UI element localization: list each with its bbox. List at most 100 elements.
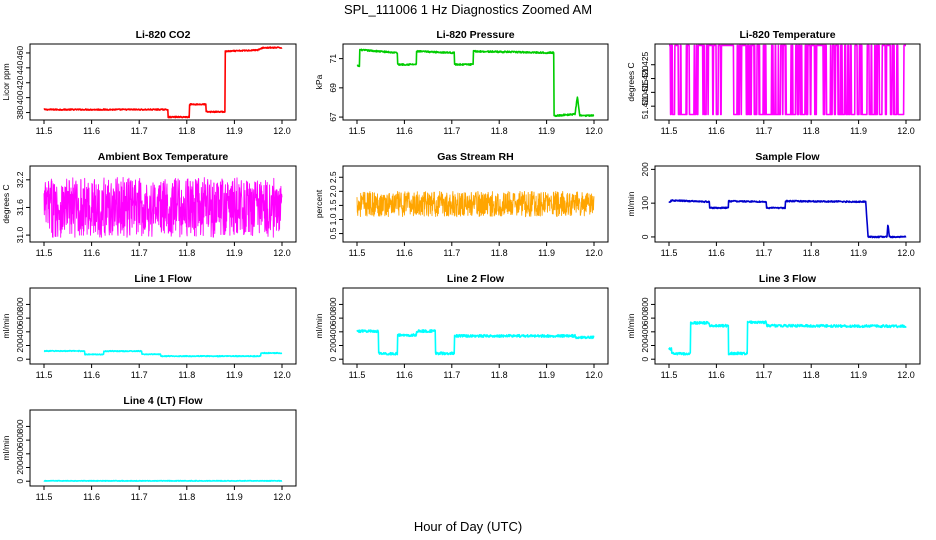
chart-panel: Line 4 (LT) Flow ml/min 11.5 11.6 11.7 11.8 11…	[1, 395, 297, 502]
chart-panel: Sample Flow ml/min 11.5 11.6 11.7 11.8 11.9 12.…	[626, 151, 921, 258]
y-tick-label: 51.420	[640, 65, 650, 91]
x-tick-label: 11.8	[178, 126, 195, 136]
panel-title: Ambient Box Temperature	[98, 151, 229, 163]
x-tick-label: 11.9	[850, 370, 867, 380]
y-tick-label: 400	[328, 324, 338, 338]
plot-frame	[654, 165, 921, 243]
figure-x-axis-label: Hour of Day (UTC)	[414, 519, 522, 534]
x-tick-label: 11.6	[708, 248, 725, 258]
x-tick-label: 11.9	[538, 126, 555, 136]
x-tick-label: 11.5	[349, 370, 366, 380]
x-tick-label: 11.5	[36, 248, 53, 258]
x-tick-label: 11.9	[538, 248, 555, 258]
x-tick-label: 11.7	[755, 126, 772, 136]
x-tick-label: 11.5	[36, 126, 53, 136]
x-tick-label: 11.6	[396, 370, 413, 380]
y-tick-label: 200	[15, 460, 25, 474]
x-tick-label: 11.5	[36, 370, 53, 380]
y-tick-label: 31.0	[15, 227, 25, 244]
y-axis-label: ml/min	[626, 191, 636, 216]
x-tick-label: 11.7	[131, 248, 148, 258]
y-tick-label: 2.5	[328, 171, 338, 183]
series-line	[43, 46, 283, 119]
x-tick-label: 11.7	[443, 370, 460, 380]
y-tick-label: 460	[15, 46, 25, 60]
chart-panel: Li-820 Pressure kPa 11.5 11.6 11.7 11.8 11.9 12…	[314, 29, 609, 136]
x-tick-label: 12.0	[897, 126, 915, 136]
y-tick-label: 1.0	[328, 213, 338, 225]
x-tick-label: 12.0	[585, 370, 603, 380]
y-tick-label: 200	[640, 162, 650, 176]
x-tick-label: 11.5	[661, 126, 678, 136]
series-line	[43, 177, 283, 238]
x-tick-label: 11.5	[349, 126, 366, 136]
x-tick-label: 11.7	[131, 370, 148, 380]
y-tick-label: 420	[15, 75, 25, 89]
x-tick-label: 11.5	[661, 370, 678, 380]
x-tick-label: 11.5	[661, 248, 678, 258]
y-tick-label: 1.5	[328, 199, 338, 211]
x-tick-label: 11.6	[83, 126, 100, 136]
figure-title: SPL_111006 1 Hz Diagnostics Zoomed AM	[344, 2, 592, 17]
y-axis-label: percent	[314, 189, 324, 218]
panel-title: Line 1 Flow	[134, 273, 192, 285]
chart-panel: Line 1 Flow ml/min 11.5 11.6 11.7 11.8 11.9 12.…	[1, 273, 297, 380]
plot-frame	[29, 409, 297, 487]
y-tick-label: 200	[640, 338, 650, 352]
chart-panel: Ambient Box Temperature degrees C 11.5 11.6…	[1, 151, 297, 258]
x-tick-label: 12.0	[585, 126, 603, 136]
y-tick-label: 380	[15, 105, 25, 119]
x-tick-label: 11.9	[850, 126, 867, 136]
y-tick-label: 400	[15, 324, 25, 338]
plot-frame	[342, 287, 609, 365]
y-tick-label: 0	[640, 234, 650, 239]
y-axis-label: ml/min	[626, 313, 636, 338]
series-line	[668, 199, 907, 239]
plot-frame	[342, 165, 609, 243]
x-tick-label: 11.6	[708, 370, 725, 380]
plot-frame	[29, 43, 297, 121]
panel-grid: Li-820 CO2 Licor ppm 11.5 11.6 11.7 11.8 11.9 1…	[1, 29, 921, 502]
y-tick-label: 51.425	[640, 51, 650, 77]
x-tick-label: 11.7	[443, 126, 460, 136]
x-tick-label: 11.6	[83, 248, 100, 258]
y-tick-label: 400	[15, 446, 25, 460]
x-tick-label: 11.8	[803, 248, 820, 258]
panel-title: Line 2 Flow	[447, 273, 505, 285]
y-tick-label: 800	[15, 419, 25, 433]
series-line	[356, 329, 595, 356]
y-axis-label: degrees C	[1, 184, 11, 223]
x-tick-label: 12.0	[897, 248, 915, 258]
x-tick-label: 12.0	[273, 248, 291, 258]
y-tick-label: 31.6	[15, 199, 25, 216]
y-axis-label: Licor ppm	[1, 63, 11, 100]
panel-title: Gas Stream RH	[437, 151, 513, 163]
panel-title: Line 4 (LT) Flow	[123, 395, 203, 407]
y-tick-label: 200	[15, 338, 25, 352]
y-tick-label: 800	[640, 297, 650, 311]
x-tick-label: 11.7	[131, 126, 148, 136]
y-tick-label: 0.5	[328, 227, 338, 239]
x-tick-label: 12.0	[273, 492, 291, 502]
panel-title: Li-820 Temperature	[739, 29, 835, 41]
x-tick-label: 11.8	[491, 126, 508, 136]
x-tick-label: 11.8	[491, 370, 508, 380]
panel-title: Sample Flow	[755, 151, 820, 163]
plot-frame	[654, 43, 921, 121]
series-line	[356, 190, 595, 218]
x-tick-label: 12.0	[585, 248, 603, 258]
y-tick-label: 2.0	[328, 185, 338, 197]
x-tick-label: 12.0	[273, 370, 291, 380]
y-axis-label: ml/min	[1, 435, 11, 460]
x-tick-label: 11.5	[36, 492, 53, 502]
y-axis-label: degrees C	[626, 62, 636, 101]
y-tick-label: 32.2	[15, 171, 25, 188]
y-tick-label: 200	[328, 338, 338, 352]
chart-panel: Li-820 CO2 Licor ppm 11.5 11.6 11.7 11.8 11.9 1…	[1, 29, 297, 136]
y-tick-label: 600	[15, 433, 25, 447]
x-tick-label: 11.9	[538, 370, 555, 380]
y-tick-label: 100	[640, 196, 650, 210]
x-tick-label: 11.8	[803, 126, 820, 136]
x-tick-label: 11.8	[178, 248, 195, 258]
